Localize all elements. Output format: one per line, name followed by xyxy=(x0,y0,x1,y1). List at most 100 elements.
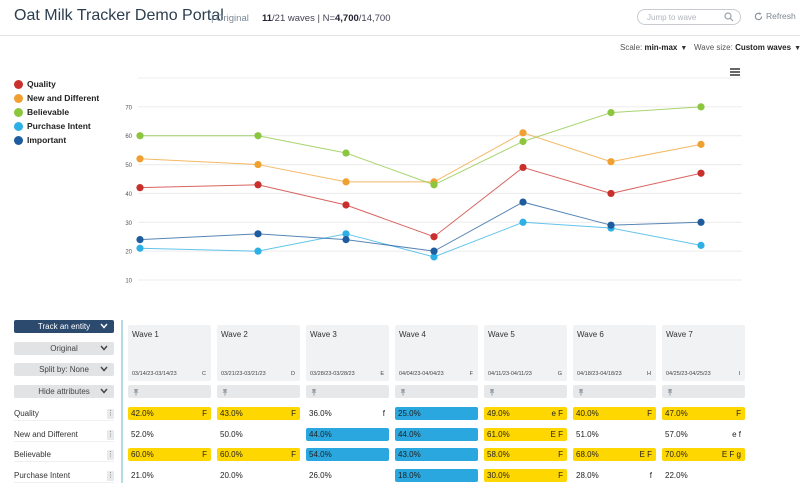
chart-menu-icon[interactable] xyxy=(730,68,740,76)
data-cell: 68.0% E F xyxy=(573,448,656,461)
pin-wave-button[interactable] xyxy=(217,385,300,398)
pin-wave-button[interactable] xyxy=(573,385,656,398)
wave-date-range: 03/28/23-03/28/23 xyxy=(310,371,355,377)
data-point xyxy=(607,221,615,229)
legend-item-quality[interactable]: Quality xyxy=(14,77,99,91)
pin-icon xyxy=(311,389,317,396)
data-cell: 21.0% xyxy=(128,469,211,482)
data-cell: 61.0% E F xyxy=(484,428,567,441)
wave-name: Wave 7 xyxy=(666,330,693,339)
wave-name: Wave 6 xyxy=(577,330,604,339)
data-cell: 44.0% xyxy=(395,428,478,441)
legend-item-important[interactable]: Important xyxy=(14,133,99,147)
pin-icon xyxy=(222,389,228,396)
split-by-select[interactable]: Split by: None xyxy=(14,363,114,376)
more-icon[interactable]: ⋮ xyxy=(107,450,114,460)
legend-label: Purchase Intent xyxy=(27,121,91,131)
cell-value: 68.0% xyxy=(576,450,599,459)
jump-to-wave-input[interactable] xyxy=(637,9,741,25)
data-point xyxy=(519,129,527,137)
pin-wave-button[interactable] xyxy=(306,385,389,398)
hide-attributes-select[interactable]: Hide attributes xyxy=(14,385,114,398)
wave-letter: I xyxy=(738,371,740,377)
significance-letters: F xyxy=(291,409,296,418)
wave-header-2[interactable]: Wave 2 03/21/23-03/21/23 D xyxy=(217,325,300,381)
data-cell: 54.0% xyxy=(306,448,389,461)
data-cell: 18.0% xyxy=(395,469,478,482)
more-icon[interactable]: ⋮ xyxy=(107,471,114,481)
wave-header-1[interactable]: Wave 1 03/14/23-03/14/23 C xyxy=(128,325,211,381)
wave-size-select[interactable]: Wave size: Custom waves ▼ xyxy=(694,43,800,52)
wave-header-6[interactable]: Wave 6 04/18/23-04/18/23 H xyxy=(573,325,656,381)
data-cell: 60.0% F xyxy=(128,448,211,461)
data-point xyxy=(697,169,705,177)
chart-legend: Quality New and Different Believable Pur… xyxy=(14,77,99,147)
cell-value: 54.0% xyxy=(309,450,332,459)
n-value: 4,700 xyxy=(335,13,359,24)
pin-wave-button[interactable] xyxy=(662,385,745,398)
data-cell: 22.0% xyxy=(662,469,745,482)
pin-wave-button[interactable] xyxy=(484,385,567,398)
data-point xyxy=(430,247,438,255)
data-cell: 58.0% F xyxy=(484,448,567,461)
row-label-new-and-different: New and Different ⋮ xyxy=(14,428,114,442)
data-point xyxy=(254,160,262,169)
chevron-down-icon xyxy=(100,345,108,351)
data-point xyxy=(342,149,350,157)
refresh-label: Refresh xyxy=(766,11,796,21)
y-tick-label: 40 xyxy=(125,192,132,198)
data-cell: 70.0% E F g xyxy=(662,448,745,461)
wave-size-value: Custom waves xyxy=(735,43,792,52)
pin-wave-button[interactable] xyxy=(128,385,211,398)
pin-icon xyxy=(489,389,495,396)
legend-item-purchase-intent[interactable]: Purchase Intent xyxy=(14,119,99,133)
data-point xyxy=(697,218,705,226)
scale-select[interactable]: Scale: min-max ▼ xyxy=(620,43,687,52)
wave-count: 11/21 waves | N=4,700/14,700 xyxy=(262,13,390,24)
chevron-down-icon xyxy=(100,388,108,394)
cell-value: 28.0% xyxy=(576,471,599,480)
data-point xyxy=(430,233,438,241)
cell-value: 57.0% xyxy=(665,430,688,439)
wave-header-7[interactable]: Wave 7 04/25/23-04/25/23 I xyxy=(662,325,745,381)
legend-label: Important xyxy=(27,135,67,145)
data-point xyxy=(136,155,144,163)
chevron-down-icon xyxy=(100,323,108,329)
data-point xyxy=(342,201,350,209)
hide-attributes-label: Hide attributes xyxy=(38,387,90,396)
data-point xyxy=(519,218,527,226)
data-point xyxy=(697,103,705,111)
cell-value: 30.0% xyxy=(487,471,510,480)
legend-item-new-and-different[interactable]: New and Different xyxy=(14,91,99,105)
data-cell: 51.0% xyxy=(573,428,656,441)
legend-item-believable[interactable]: Believable xyxy=(14,105,99,119)
wave-header-5[interactable]: Wave 5 04/11/23-04/11/23 G xyxy=(484,325,567,381)
wave-header-3[interactable]: Wave 3 03/28/23-03/28/23 E xyxy=(306,325,389,381)
wave-letter: D xyxy=(291,371,295,377)
y-tick-label: 70 xyxy=(125,105,132,111)
pin-icon xyxy=(133,389,139,396)
y-tick-label: 50 xyxy=(125,163,132,169)
data-cell: 49.0% e F xyxy=(484,407,567,420)
n-total: /14,700 xyxy=(358,13,391,24)
more-icon[interactable]: ⋮ xyxy=(107,430,114,440)
legend-label: New and Different xyxy=(27,93,100,103)
data-cell: 50.0% xyxy=(217,428,300,441)
variant-label[interactable]: | Original xyxy=(211,13,249,24)
search-icon[interactable] xyxy=(724,12,734,22)
cell-value: 36.0% xyxy=(309,409,332,418)
cell-value: 50.0% xyxy=(220,430,243,439)
wave-header-4[interactable]: Wave 4 04/04/23-04/04/23 F xyxy=(395,325,478,381)
y-tick-label: 20 xyxy=(125,250,132,256)
track-entity-button[interactable]: Track an entity xyxy=(14,320,114,333)
refresh-button[interactable]: Refresh xyxy=(754,11,796,21)
wave-date-range: 04/04/23-04/04/23 xyxy=(399,371,444,377)
data-point xyxy=(607,158,615,166)
more-icon[interactable]: ⋮ xyxy=(107,409,114,419)
pin-wave-button[interactable] xyxy=(395,385,478,398)
wave-size-label: Wave size: xyxy=(694,43,733,52)
significance-letters: F xyxy=(202,409,207,418)
original-select[interactable]: Original xyxy=(14,342,114,355)
data-point xyxy=(519,198,527,206)
